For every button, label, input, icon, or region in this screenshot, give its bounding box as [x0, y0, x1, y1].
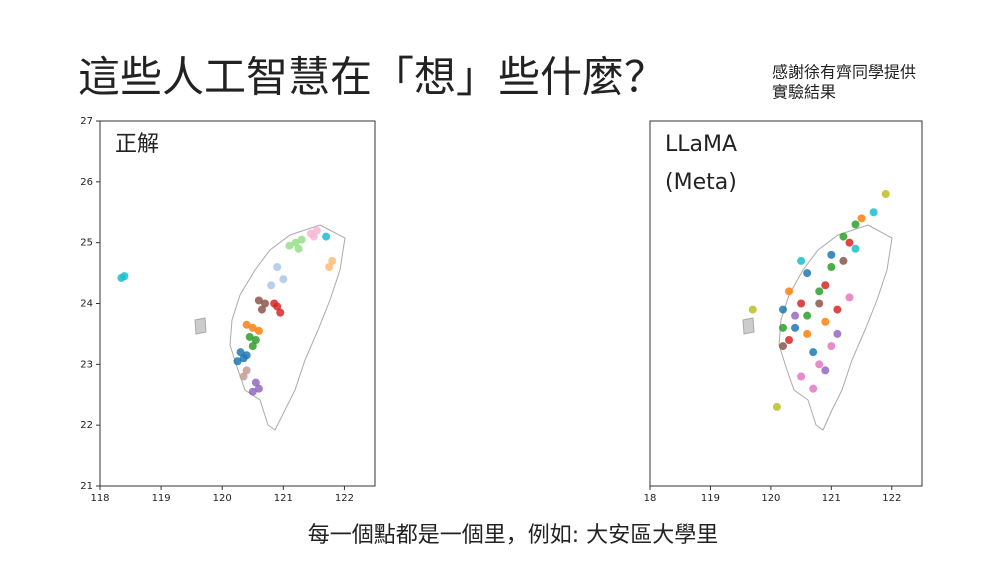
y-tick-label: 27	[80, 116, 93, 127]
y-tick-label: 26	[80, 177, 93, 188]
point	[778, 323, 787, 332]
y-tick-label: 21	[80, 481, 93, 492]
point	[857, 214, 866, 223]
point	[803, 329, 812, 338]
point	[276, 308, 285, 317]
point	[291, 238, 300, 247]
point	[239, 372, 248, 381]
point	[809, 384, 818, 393]
point	[827, 263, 836, 271]
point	[797, 256, 806, 265]
point	[306, 229, 315, 238]
x-tick-label: 118	[90, 493, 109, 504]
point	[261, 299, 269, 308]
point	[267, 281, 276, 290]
point	[248, 387, 257, 396]
point	[251, 336, 260, 344]
map-outline	[194, 224, 893, 431]
point	[791, 311, 800, 320]
point	[325, 263, 334, 271]
x-tick-label: 122	[335, 493, 354, 504]
point	[839, 232, 848, 241]
point	[748, 305, 757, 314]
point	[797, 299, 806, 308]
point	[778, 342, 787, 351]
x-tick-label: 121	[274, 493, 293, 504]
point	[778, 305, 787, 314]
point	[242, 366, 251, 375]
point	[797, 372, 806, 381]
point	[833, 305, 842, 314]
y-tick-label: 22	[80, 420, 93, 431]
point	[251, 378, 260, 387]
point	[322, 232, 331, 241]
point	[254, 296, 263, 305]
x-tick-label: 119	[701, 493, 720, 504]
credit: 實驗結果	[772, 83, 836, 102]
point	[839, 256, 848, 265]
point	[242, 320, 251, 329]
point	[785, 336, 794, 344]
point	[803, 311, 812, 320]
y-tick-label: 23	[80, 359, 93, 370]
x-tick-label: 18	[644, 493, 657, 504]
x-tick-label: 120	[213, 493, 232, 504]
chart-annotation: LLaMA	[665, 132, 737, 157]
point	[254, 384, 263, 393]
point	[791, 323, 800, 332]
point	[236, 348, 245, 357]
slide-title: 這些人工智慧在「想」些什麼？	[78, 53, 666, 102]
point	[845, 238, 854, 247]
point	[270, 299, 279, 308]
point	[803, 269, 812, 278]
point	[815, 287, 824, 296]
x-tick-label: 120	[761, 493, 780, 504]
point	[254, 326, 263, 335]
caption: 每一個點都是一個里，例如: 大安區大學里	[308, 523, 718, 548]
chart-annotation: (Meta)	[665, 170, 737, 195]
point	[785, 287, 794, 296]
point	[242, 351, 251, 360]
x-tick-label: 121	[822, 493, 841, 504]
point	[851, 244, 860, 253]
y-tick-label: 24	[80, 299, 93, 310]
point	[273, 263, 282, 271]
y-tick-label: 25	[80, 238, 93, 249]
point	[881, 190, 890, 198]
point	[117, 273, 126, 282]
chart-annotation: 正解	[115, 132, 159, 157]
point	[297, 235, 306, 244]
point	[827, 250, 836, 259]
point	[809, 348, 818, 357]
point	[845, 293, 854, 302]
point	[285, 241, 294, 250]
x-tick-label: 119	[152, 493, 171, 504]
point	[869, 208, 878, 217]
point	[833, 329, 842, 338]
point	[312, 226, 321, 235]
point	[827, 342, 836, 351]
point	[815, 299, 824, 308]
plot-frame	[649, 120, 923, 487]
point	[294, 244, 303, 253]
point	[279, 275, 288, 284]
point	[248, 342, 257, 351]
point	[815, 360, 824, 369]
point	[245, 332, 254, 341]
point	[821, 366, 830, 375]
point	[248, 323, 257, 332]
point	[233, 357, 242, 366]
point	[821, 317, 830, 326]
x-tick-label: 122	[882, 493, 901, 504]
point	[772, 402, 781, 411]
point	[328, 256, 337, 265]
point	[821, 281, 830, 290]
credit: 感謝徐有齊同學提供	[772, 63, 916, 82]
point	[851, 220, 860, 229]
point	[257, 305, 266, 314]
